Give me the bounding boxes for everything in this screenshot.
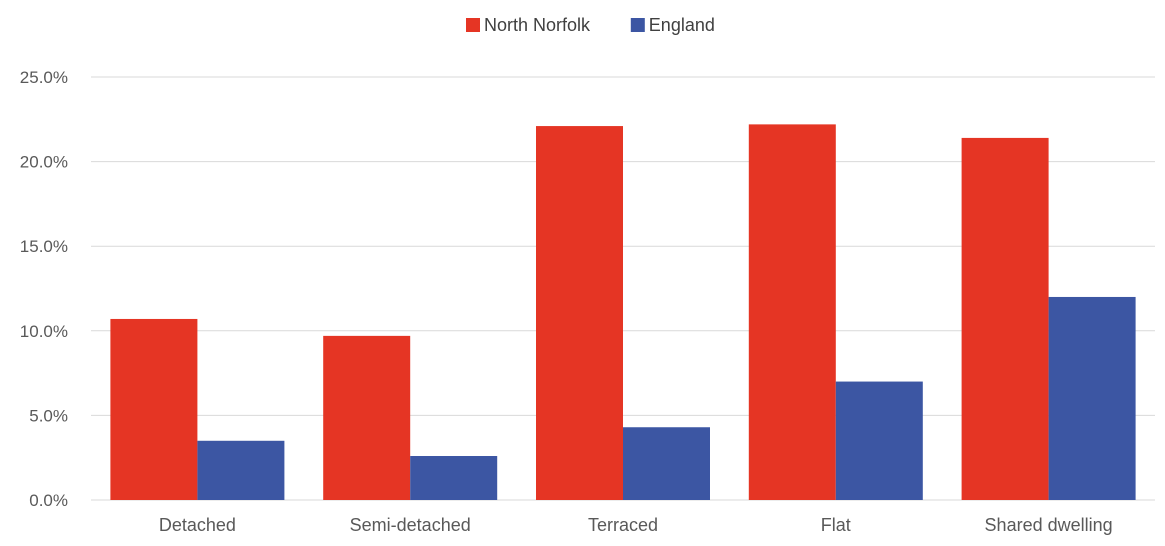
y-tick-label: 15.0% xyxy=(20,237,68,256)
y-tick-label: 5.0% xyxy=(29,406,68,425)
bar-north-norfolk-detached xyxy=(110,318,198,500)
bar-england-flat xyxy=(835,381,923,500)
bar-north-norfolk-semi-detached xyxy=(323,335,411,500)
y-tick-label: 20.0% xyxy=(20,153,68,172)
legend-swatch xyxy=(630,18,645,32)
bar-england-terraced xyxy=(623,427,710,500)
y-tick-label: 0.0% xyxy=(29,491,68,510)
legend-label: England xyxy=(649,15,715,35)
x-category-label: Flat xyxy=(821,515,851,535)
x-category-label: Terraced xyxy=(588,515,658,535)
x-category-label: Detached xyxy=(159,515,236,535)
bar-england-detached xyxy=(197,440,285,500)
bar-north-norfolk-terraced xyxy=(536,126,623,501)
x-category-label: Semi-detached xyxy=(350,515,471,535)
legend-swatch xyxy=(466,18,480,32)
bar-england-semi-detached xyxy=(410,456,498,500)
bar-england-shared-dwelling xyxy=(1048,296,1136,500)
legend-label: North Norfolk xyxy=(484,15,591,35)
legend: North Norfolk England xyxy=(466,15,715,35)
x-category-label: Shared dwelling xyxy=(985,515,1113,535)
y-tick-label: 10.0% xyxy=(20,322,68,341)
y-axis-tick-labels: 0.0% 5.0% 10.0% 15.0% 20.0% 25.0% xyxy=(20,68,68,510)
bar-north-norfolk-shared-dwelling xyxy=(961,137,1049,501)
bars xyxy=(110,124,1136,501)
bar-north-norfolk-flat xyxy=(748,124,836,500)
y-tick-label: 25.0% xyxy=(20,68,68,87)
x-axis-category-labels: Detached Semi-detached Terraced Flat Shared … xyxy=(159,515,1113,535)
